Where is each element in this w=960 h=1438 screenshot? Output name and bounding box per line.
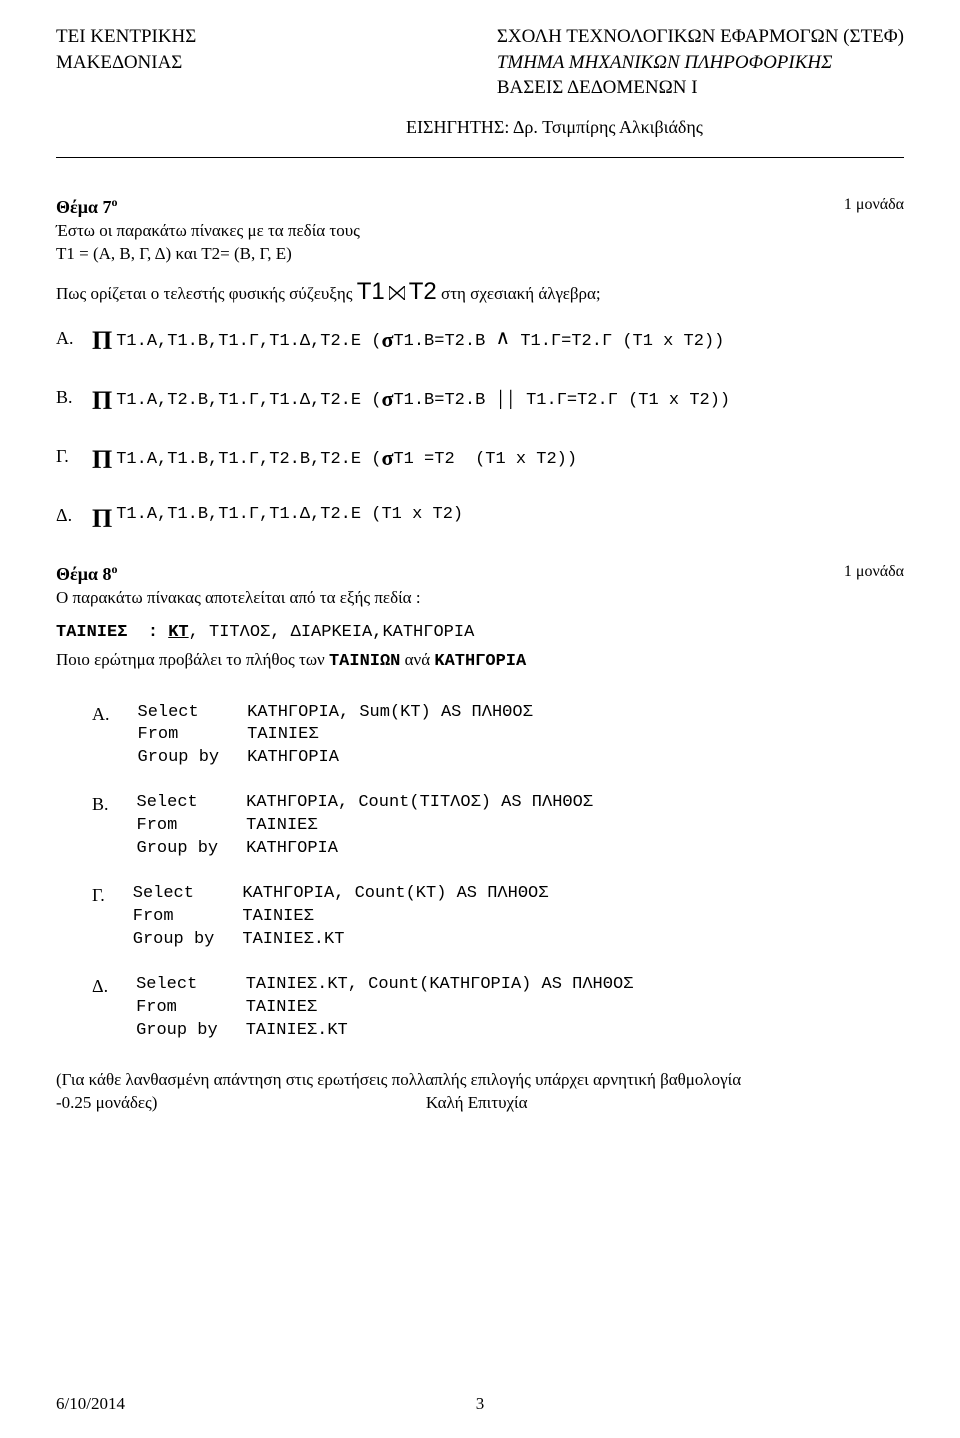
q8-intro: Ο παρακάτω πίνακας αποτελείται από τα εξ… — [56, 588, 421, 607]
question-7: Θέμα 7ο Έστω οι παρακάτω πίνακες με τα π… — [56, 194, 904, 533]
instructor-line: ΕΙΣΗΓΗΤΗΣ: Δρ. Τσιμπίρης Αλκιβιάδης — [406, 115, 904, 139]
q8-title-intro: Θέμα 8ο Ο παρακάτω πίνακας αποτελείται α… — [56, 561, 421, 610]
q7-intro2: Τ1 = (A, B, Γ, Δ) και Τ2= (B, Γ, E) — [56, 244, 292, 263]
department-line: ΤΜΗΜΑ ΜΗΧΑΝΙΚΩΝ ΠΛΗΡΟΦΟΡΙΚΗΣ — [497, 50, 904, 76]
bowtie-icon — [389, 284, 405, 307]
bar-separator: ││ — [495, 391, 526, 410]
answer-label: Α. — [56, 326, 92, 350]
q7-prompt: Πως ορίζεται ο τελεστής φυσικής σύζευξης… — [56, 276, 904, 308]
q7-answer-d: Δ. Π Τ1.Α,Τ1.Β,Τ1.Γ,Τ1.Δ,Τ2.Ε (Τ1 x Τ2) — [56, 498, 904, 533]
header: ΤΕΙ ΚΕΝΤΡΙΚΗΣ ΜΑΚΕΔΟΝΙΑΣ ΣΧΟΛΗ ΤΕΧΝΟΛΟΓΙ… — [56, 24, 904, 101]
q7-title-intro: Θέμα 7ο Έστω οι παρακάτω πίνακες με τα π… — [56, 194, 360, 266]
q8-answer-d: Δ. SelectΤΑΙΝΙΕΣ.ΚΤ, Count(ΚΑΤΗΓΟΡΙΑ) AS… — [92, 974, 661, 1043]
q8-answer-a: Α. SelectΚΑΤΗΓΟΡΙΑ, Sum(KT) AS ΠΛΗΘΟΣ Fr… — [92, 702, 561, 771]
footer-page: 3 — [476, 1393, 485, 1416]
answer-label: Α. — [92, 702, 138, 771]
header-right: ΣΧΟΛΗ ΤΕΧΝΟΛΟΓΙΚΩΝ ΕΦΑΡΜΟΓΩΝ (ΣΤΕΦ) ΤΜΗΜ… — [497, 24, 904, 101]
q7-answer-a: Α. Π Τ1.Α,Τ1.Β,Τ1.Γ,Τ1.Δ,Τ2.Ε (σΤ1.Β=Τ2.… — [56, 320, 904, 355]
q8-title: Θέμα 8ο — [56, 564, 117, 584]
q7-title: Θέμα 7ο — [56, 197, 117, 217]
answer-label: Δ. — [92, 974, 136, 1043]
sigma-icon: σ — [381, 384, 393, 414]
footer-date: 6/10/2014 — [56, 1393, 125, 1416]
q7-answers: Α. Π Τ1.Α,Τ1.Β,Τ1.Γ,Τ1.Δ,Τ2.Ε (σΤ1.Β=Τ2.… — [56, 320, 904, 532]
penalty-note: (Για κάθε λανθασμένη απάντηση στις ερωτή… — [56, 1069, 904, 1115]
q7-intro1: Έστω οι παρακάτω πίνακες με τα πεδία του… — [56, 221, 360, 240]
q8-schema: ΤΑΙΝΙΕΣ : KT, ΤΙΤΛΟΣ, ΔΙΑΡΚΕΙΑ,ΚΑΤΗΓΟΡΙΑ — [56, 622, 904, 645]
t2-token: Τ2 — [409, 278, 437, 305]
q8-answer-c: Γ. SelectΚΑΤΗΓΟΡΙΑ, Count(KT) AS ΠΛΗΘΟΣ … — [92, 883, 576, 952]
pi-icon: Π — [92, 501, 112, 536]
header-left: ΤΕΙ ΚΕΝΤΡΙΚΗΣ ΜΑΚΕΔΟΝΙΑΣ — [56, 24, 196, 75]
q7-answer-b: Β. Π Τ1.Α,Τ2.Β,Τ1.Γ,Τ1.Δ,Τ2.Ε (σΤ1.Β=Τ2.… — [56, 380, 904, 415]
school-line: ΣΧΟΛΗ ΤΕΧΝΟΛΟΓΙΚΩΝ ΕΦΑΡΜΟΓΩΝ (ΣΤΕΦ) — [497, 24, 904, 50]
answer-label: Γ. — [56, 444, 92, 468]
answer-label: Β. — [56, 385, 92, 409]
institution-line2: ΜΑΚΕΔΟΝΙΑΣ — [56, 50, 196, 76]
page: ΤΕΙ ΚΕΝΤΡΙΚΗΣ ΜΑΚΕΔΟΝΙΑΣ ΣΧΟΛΗ ΤΕΧΝΟΛΟΓΙ… — [0, 0, 960, 1438]
q7-answer-c: Γ. Π Τ1.Α,Τ1.Β,Τ1.Γ,Τ2.Β,Τ2.Ε (σΤ1 =Τ2 (… — [56, 439, 904, 474]
pi-icon: Π — [92, 383, 112, 418]
q8-head: Θέμα 8ο Ο παρακάτω πίνακας αποτελείται α… — [56, 561, 904, 610]
q8-prompt: Ποιο ερώτημα προβάλει το πλήθος των ΤΑΙΝ… — [56, 649, 904, 674]
pi-icon: Π — [92, 442, 112, 477]
penalty-line2: ‑0.25 μονάδες) Καλή Επιτυχία — [56, 1092, 904, 1115]
q7-points: 1 μονάδα — [844, 194, 904, 216]
question-8: Θέμα 8ο Ο παρακάτω πίνακας αποτελείται α… — [56, 561, 904, 1043]
t1-token: Τ1 — [357, 278, 385, 305]
course-line: ΒΑΣΕΙΣ ΔΕΔΟΜΕΝΩΝ Ι — [497, 75, 904, 101]
institution-line1: ΤΕΙ ΚΕΝΤΡΙΚΗΣ — [56, 24, 196, 50]
q8-points: 1 μονάδα — [844, 561, 904, 583]
sigma-icon: σ — [381, 325, 393, 355]
answer-label: Β. — [92, 792, 137, 861]
q8-answers: Α. SelectΚΑΤΗΓΟΡΙΑ, Sum(KT) AS ΠΛΗΘΟΣ Fr… — [56, 702, 904, 1043]
schema-key: KT — [168, 623, 188, 642]
wedge-icon: ∧ — [495, 325, 510, 352]
penalty-line1: (Για κάθε λανθασμένη απάντηση στις ερωτή… — [56, 1069, 904, 1092]
footer: 6/10/2014 3 — [56, 1393, 904, 1416]
answer-label: Γ. — [92, 883, 133, 952]
answer-label: Δ. — [56, 503, 92, 527]
separator — [56, 157, 904, 158]
pi-icon: Π — [92, 323, 112, 358]
sigma-icon: σ — [381, 443, 393, 473]
q7-head: Θέμα 7ο Έστω οι παρακάτω πίνακες με τα π… — [56, 194, 904, 266]
q8-answer-b: Β. SelectΚΑΤΗΓΟΡΙΑ, Count(ΤΙΤΛΟΣ) AS ΠΛΗ… — [92, 792, 621, 861]
